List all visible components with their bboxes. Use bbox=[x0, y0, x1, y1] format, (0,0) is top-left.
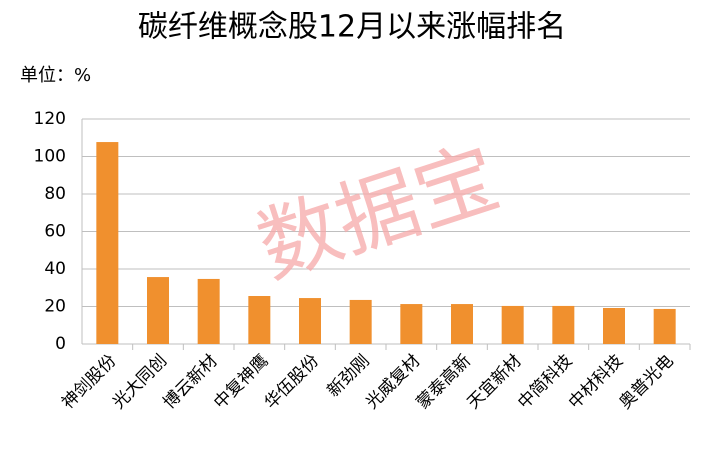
x-tick-label: 光威复材 bbox=[362, 351, 424, 413]
unit-label: 单位：% bbox=[20, 65, 91, 86]
bar bbox=[248, 296, 271, 344]
x-tick-label: 光大同创 bbox=[109, 351, 171, 413]
watermark: 数据宝 bbox=[247, 130, 510, 296]
x-tick-label: 奥普光电 bbox=[616, 351, 678, 413]
x-tick-label: 蒙泰高新 bbox=[413, 351, 475, 413]
bar bbox=[653, 308, 676, 344]
x-tick-label: 神剑股份 bbox=[58, 351, 120, 413]
bar bbox=[197, 278, 220, 344]
y-tick-label: 60 bbox=[44, 222, 66, 242]
bar bbox=[552, 305, 575, 344]
bar bbox=[501, 305, 524, 344]
y-tick-label: 80 bbox=[44, 184, 66, 204]
chart-title: 碳纤维概念股12月以来涨幅排名 bbox=[138, 10, 566, 45]
bar bbox=[349, 299, 372, 344]
y-tick-label: 120 bbox=[34, 109, 66, 129]
bar bbox=[400, 304, 423, 344]
x-tick-label: 天宜新材 bbox=[464, 351, 526, 413]
bar bbox=[96, 142, 119, 344]
x-tick-label: 中复神鹰 bbox=[210, 351, 272, 413]
y-tick-label: 20 bbox=[44, 297, 66, 317]
y-tick-label: 100 bbox=[34, 147, 66, 167]
x-tick-label: 华伍股份 bbox=[261, 351, 323, 413]
bar bbox=[451, 304, 473, 344]
bar bbox=[147, 277, 169, 344]
x-tick-label: 中材科技 bbox=[565, 351, 627, 413]
y-tick-label: 0 bbox=[55, 334, 66, 354]
bar bbox=[603, 308, 625, 344]
bar bbox=[299, 298, 321, 344]
x-tick-label: 中简科技 bbox=[514, 351, 576, 413]
x-tick-label: 博云新材 bbox=[160, 351, 222, 413]
y-tick-label: 40 bbox=[44, 259, 66, 279]
